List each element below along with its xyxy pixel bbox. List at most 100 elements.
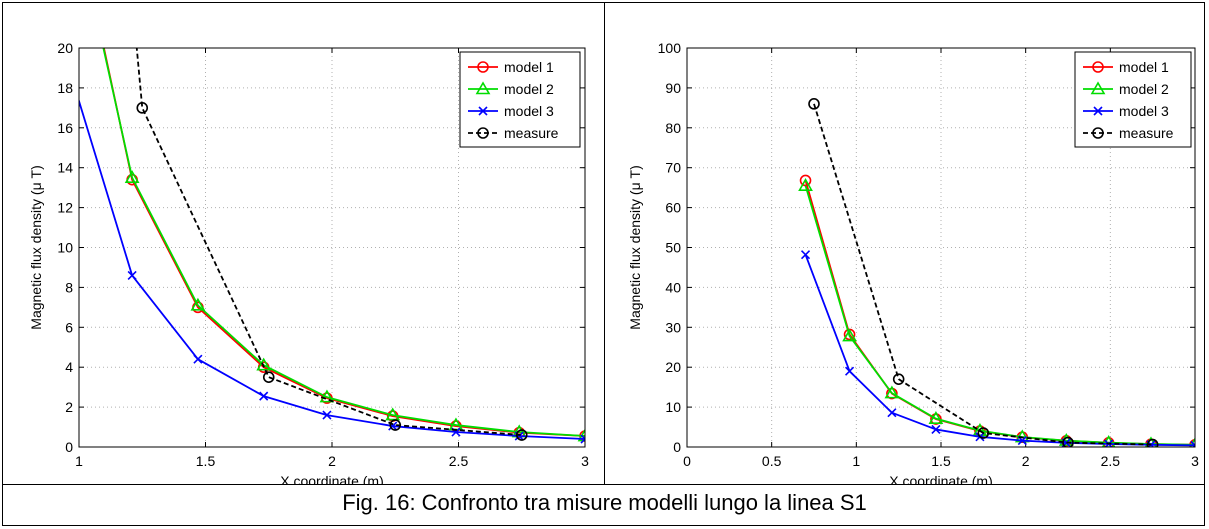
legend: model 1 model 2 model 3 measure (459, 51, 581, 148)
y-tick-label: 100 (658, 40, 682, 56)
panel-divider (604, 2, 605, 485)
series-model-2-point (884, 385, 900, 399)
series-measure-point (977, 427, 990, 439)
x-tick-label: 1.5 (196, 453, 216, 469)
legend: model 1 model 2 model 3 measure (1074, 51, 1192, 148)
legend-marker (477, 61, 489, 73)
legend-marker (1092, 127, 1104, 139)
series-measure-point (1062, 436, 1074, 447)
legend-label: model 2 (504, 81, 554, 97)
x-tick-label: 2.5 (1101, 453, 1121, 469)
x-axis-label: X coordinate (m) (280, 473, 383, 484)
y-tick-label: 10 (665, 399, 681, 415)
y-axis-label: Magnetic flux density (μ T) (28, 165, 44, 329)
x-tick-label: 1 (852, 453, 860, 469)
series-model-3-point (844, 366, 855, 376)
series-model-3-point (887, 408, 897, 418)
series-measure-point (1146, 438, 1159, 447)
x-tick-label: 3 (581, 453, 589, 469)
axes-box (78, 47, 586, 448)
series-model-3-point (800, 250, 811, 260)
legend-marker (1093, 106, 1103, 116)
legend-label: model 3 (504, 103, 554, 119)
series-model-1-point (799, 174, 812, 187)
legend-marker (477, 127, 489, 139)
grid (687, 48, 1195, 447)
series-model-2-point (319, 389, 335, 403)
y-axis-label: Magnetic flux density (μ T) (627, 165, 643, 329)
x-tick-label: 3 (1191, 453, 1199, 469)
y-tick-label: 20 (57, 40, 73, 56)
series-model-2-point (928, 411, 944, 424)
series-model-2-point (124, 170, 140, 183)
x-tick-label: 2 (328, 453, 336, 469)
legend-marker (1090, 81, 1106, 95)
series-model-3-line (79, 98, 585, 440)
legend-label: model 2 (1119, 81, 1169, 97)
chart-left: 1 1.5 2 2.5 3 0 2 4 6 8 10 12 14 16 18 20 X coordinate (… (28, 40, 589, 484)
y-tick-label: 70 (665, 160, 681, 176)
series-measure-point (262, 371, 275, 383)
y-tick-label: 4 (65, 359, 73, 375)
legend-label: measure (1119, 125, 1174, 141)
legend-label: model 1 (1119, 59, 1169, 75)
y-tick-label: 14 (57, 160, 73, 176)
series-model-2-point (798, 178, 813, 191)
legend-label: model 3 (1119, 103, 1169, 119)
series-model-3-point (65, 64, 73, 72)
series-model-3-point (1190, 440, 1195, 447)
series-group (798, 98, 1195, 447)
x-tick-label: 0 (683, 453, 691, 469)
series-model-2-line (102, 48, 585, 437)
y-tick-label: 16 (57, 120, 73, 136)
caption-divider (2, 484, 1205, 485)
y-tick-label: 50 (665, 240, 681, 256)
series-model-3-point (322, 410, 332, 420)
grid (79, 48, 585, 447)
y-tick-label: 0 (65, 439, 73, 455)
series-model-3-point (193, 354, 203, 364)
y-tick-label: 2 (65, 399, 73, 415)
x-tick-label: 2 (1022, 453, 1030, 469)
legend-marker (475, 81, 491, 95)
x-tick-label: 0.5 (762, 453, 782, 469)
y-tick-label: 0 (673, 439, 681, 455)
series-measure-line (813, 103, 1153, 446)
legend-label: measure (504, 125, 559, 141)
series-group (65, 48, 585, 444)
y-tick-label: 12 (57, 200, 73, 216)
axes-box (686, 47, 1196, 448)
x-tick-label: 2.5 (449, 453, 469, 469)
y-tick-label: 20 (665, 359, 681, 375)
series-model-3-point (127, 270, 137, 280)
y-tick-label: 30 (665, 319, 681, 335)
series-measure-point (808, 98, 820, 110)
series-model-2-point (256, 357, 272, 371)
series-model-2-point (1189, 437, 1195, 447)
series-measure-point (892, 373, 905, 385)
series-model-2-point (972, 423, 988, 436)
series-model-3-point (580, 434, 585, 444)
series-model-2-point (190, 297, 206, 311)
x-tick-label: 1.5 (931, 453, 951, 469)
series-model-3-line (804, 254, 1195, 447)
series-model-3-point (931, 424, 941, 435)
series-model-2-point (385, 407, 401, 421)
y-tick-label: 90 (665, 80, 681, 96)
legend-label: model 1 (504, 59, 554, 75)
series-model-2-line (804, 185, 1195, 446)
series-measure-point (136, 102, 149, 114)
y-tick-label: 6 (65, 319, 73, 335)
series-measure-point (515, 429, 528, 441)
series-model-2-point (842, 328, 857, 342)
series-measure-line (135, 48, 522, 436)
y-tick-label: 80 (665, 120, 681, 136)
series-model-3-point (259, 391, 269, 401)
y-tick-label: 40 (665, 279, 681, 295)
series-measure-point (389, 419, 402, 431)
figure-caption: Fig. 16: Confronto tra misure modelli lu… (342, 490, 867, 515)
legend-marker (478, 106, 488, 116)
